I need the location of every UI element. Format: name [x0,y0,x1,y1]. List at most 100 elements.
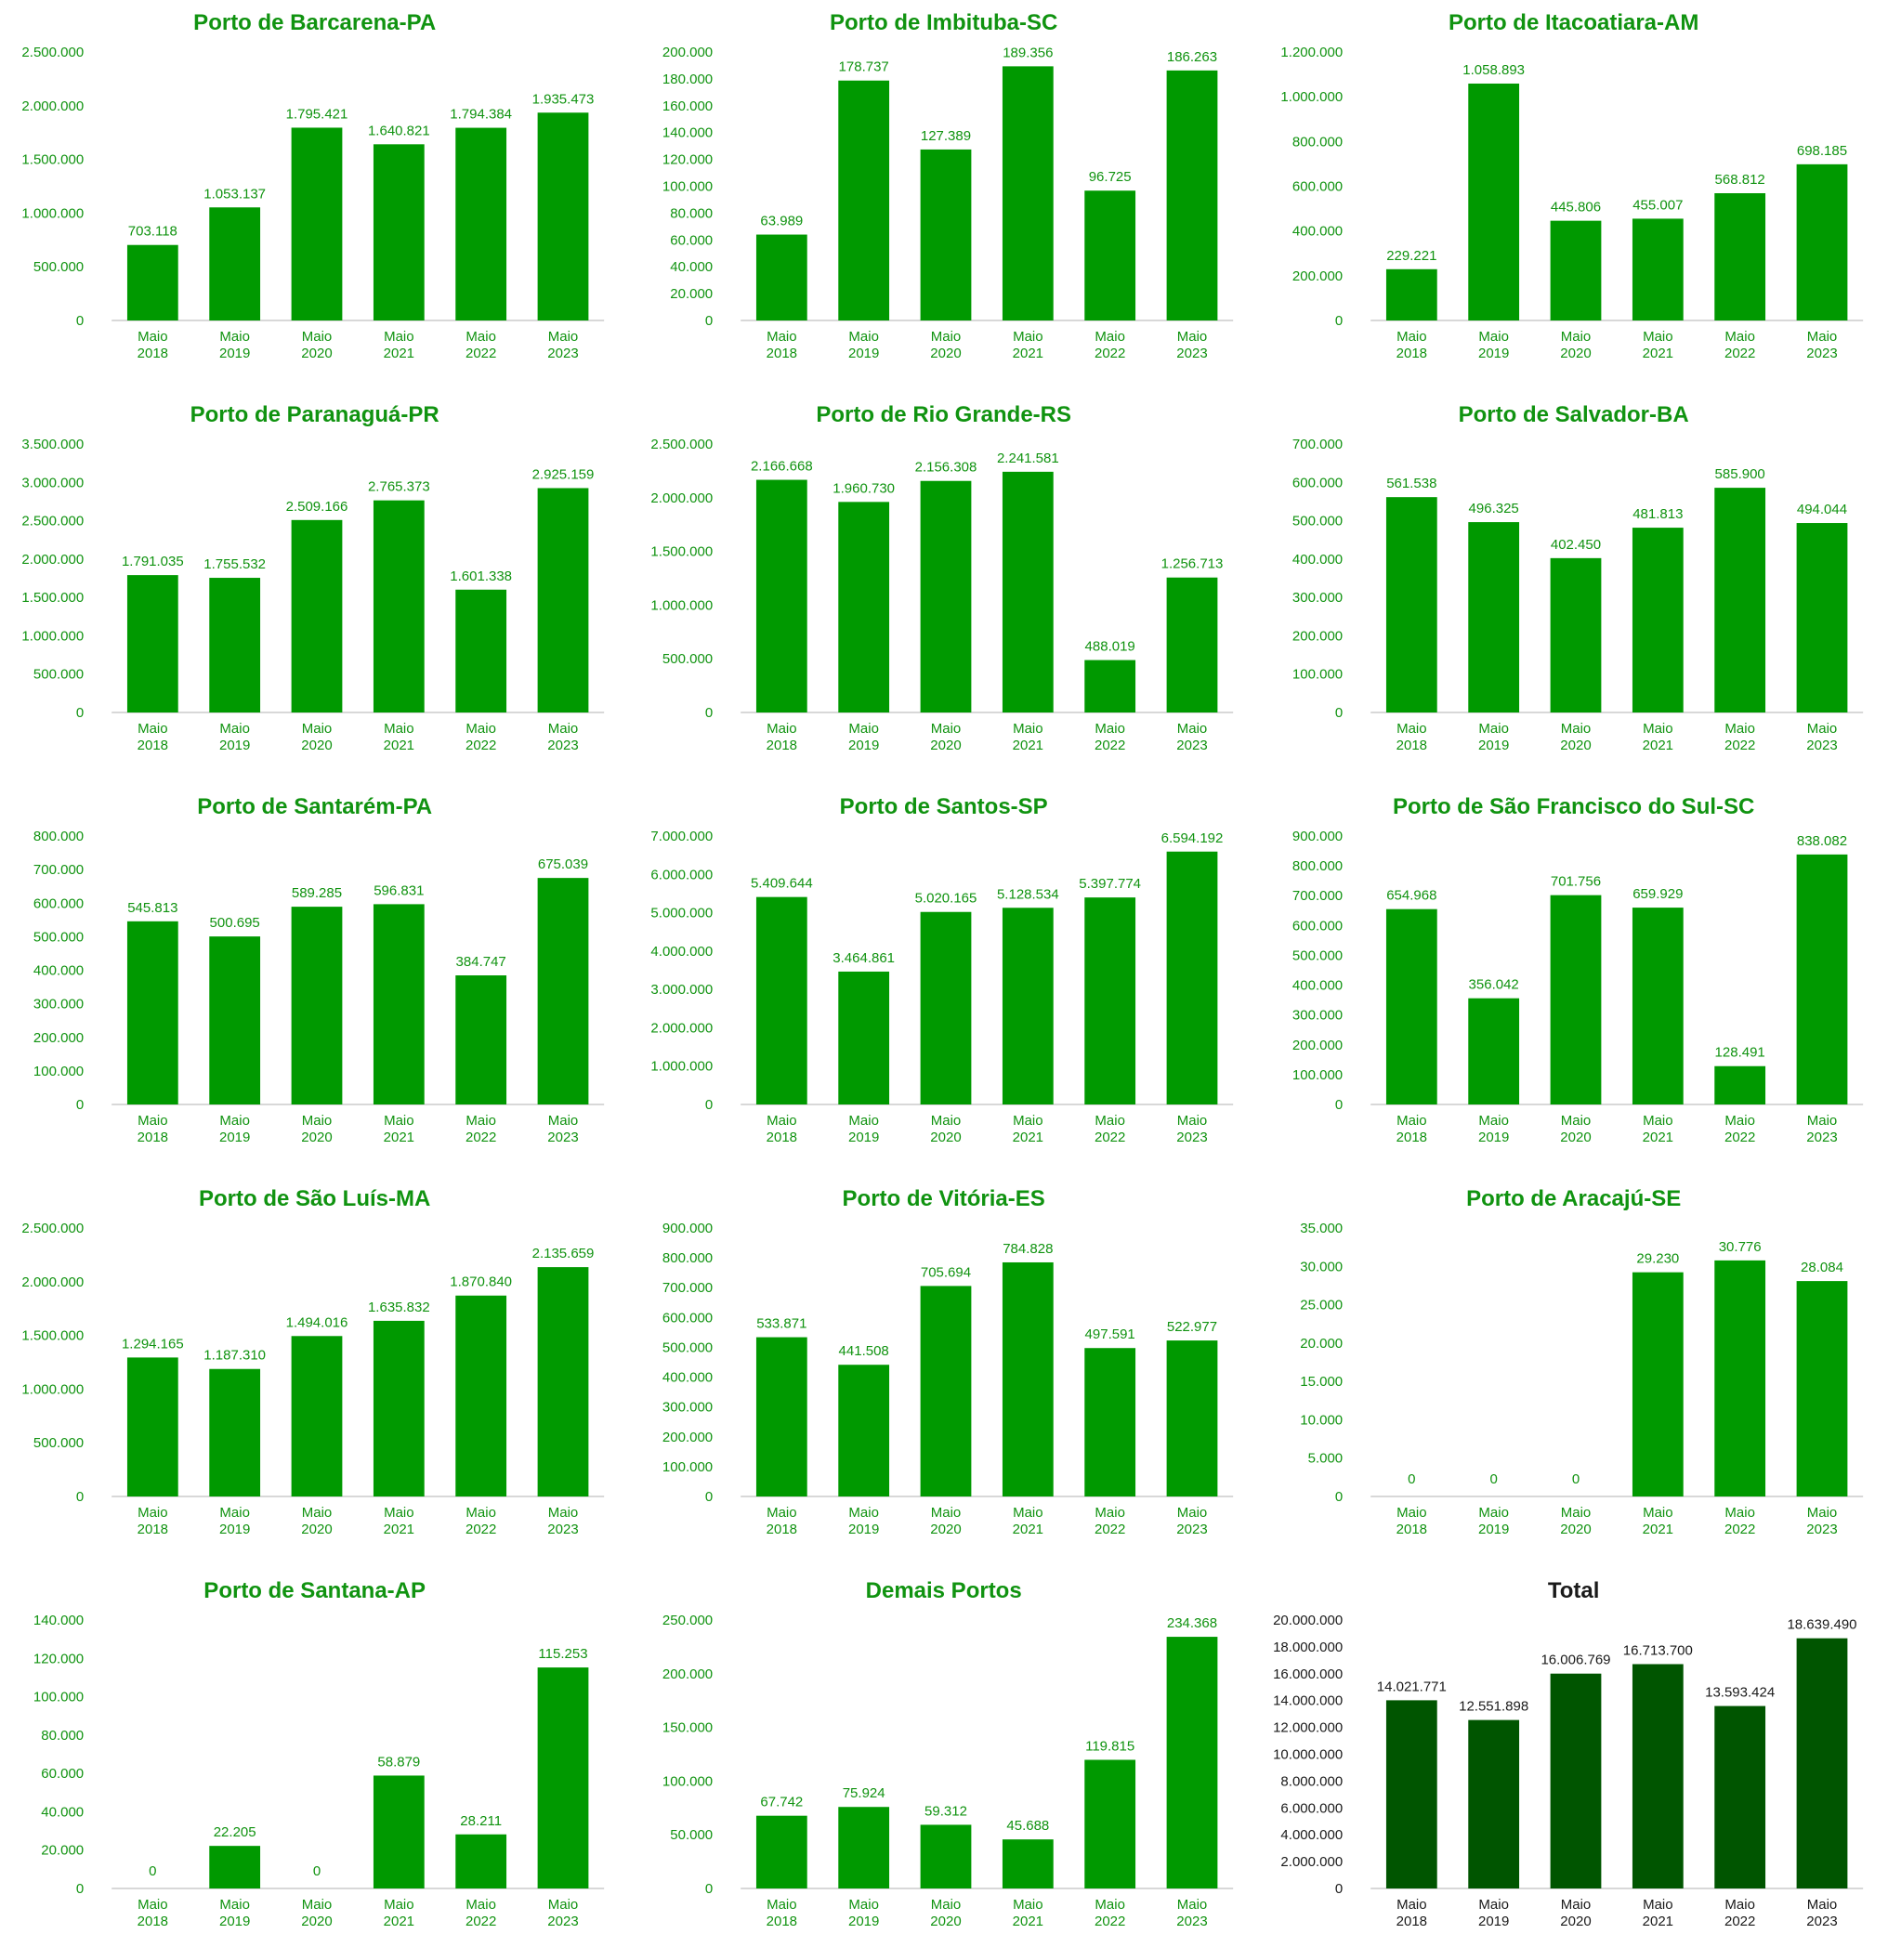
data-label: 838.082 [1797,833,1847,849]
data-label: 2.765.373 [368,479,430,495]
y-tick-label: 400.000 [1292,224,1343,240]
x-tick-label: Maio 2022 [1095,1897,1125,1929]
y-tick-label: 800.000 [662,1250,713,1266]
data-label: 1.960.730 [833,480,896,496]
x-tick-label: Maio 2020 [301,1897,332,1929]
y-tick-label: 4.000.000 [1280,1827,1343,1843]
bar [455,589,507,712]
y-tick-label: 0 [1334,1097,1342,1113]
bar [1084,190,1136,320]
x-tick-label: Maio 2022 [465,1505,496,1537]
y-tick-label: 900.000 [662,1221,713,1236]
y-tick-label: 40.000 [41,1804,84,1820]
data-label: 2.166.668 [751,459,813,475]
x-tick-label: Maio 2018 [138,329,168,361]
y-tick-label: 0 [76,705,84,721]
chart-panel-porto-de-santana-ap: Porto de Santana-AP 0 20.000 40.000 60.000 80… [0,1568,629,1960]
data-label: 1.058.893 [1462,62,1525,78]
data-label: 13.593.424 [1705,1685,1775,1701]
data-label: 189.356 [1003,45,1054,60]
y-tick-label: 2.000.000 [1280,1854,1343,1870]
data-label: 500.695 [210,915,260,931]
data-label: 5.020.165 [915,891,977,907]
y-tick-label: 1.500.000 [651,544,714,560]
data-label: 698.185 [1797,143,1847,159]
data-label: 29.230 [1636,1251,1679,1267]
x-tick-label: Maio 2018 [767,329,797,361]
y-tick-label: 140.000 [33,1613,84,1628]
y-tick-label: 18.000.000 [1273,1640,1343,1655]
y-tick-label: 6.000.000 [651,867,714,882]
y-tick-label: 1.000.000 [21,1381,84,1397]
bar [920,1824,972,1888]
bar [537,112,589,320]
data-label: 128.491 [1714,1045,1764,1061]
data-label: 545.813 [127,900,177,916]
data-label: 1.755.532 [203,556,266,572]
x-tick-label: Maio 2020 [1560,329,1591,361]
x-tick-label: Maio 2018 [1396,1897,1426,1929]
bar [920,1286,972,1496]
y-tick-label: 160.000 [662,98,713,114]
data-label: 96.725 [1089,169,1132,185]
x-tick-label: Maio 2018 [767,1897,797,1929]
x-tick-label: Maio 2022 [1724,1505,1755,1537]
bar [455,1295,507,1496]
chart-title: Porto de São Luís-MA [199,1186,430,1211]
bar [1003,1839,1055,1888]
x-tick-label: Maio 2018 [1396,1505,1426,1537]
chart-title: Demais Portos [866,1578,1022,1603]
y-tick-label: 400.000 [1292,978,1343,994]
y-tick-label: 35.000 [1300,1221,1343,1236]
x-tick-label: Maio 2020 [1560,1897,1591,1929]
bar [1467,1719,1519,1888]
y-tick-label: 250.000 [662,1613,713,1628]
x-tick-label: Maio 2021 [384,721,414,753]
y-tick-label: 1.000.000 [651,597,714,613]
chart-svg: Demais Portos 0 50.000 100.000 150.000 200.00… [662,1578,1234,1929]
data-label: 402.450 [1551,537,1601,553]
bar [1713,1065,1765,1104]
chart-title: Porto de Santana-AP [203,1578,426,1603]
bar [1713,193,1765,320]
x-tick-label: Maio 2021 [1642,1897,1672,1929]
y-tick-label: 100.000 [1292,1067,1343,1083]
bar [1632,908,1684,1104]
chart-panel-porto-de-imbituba-sc: Porto de Imbituba-SC 0 20.000 40.000 60.000 8… [629,0,1258,392]
chart-svg: Porto de Santos-SP 0 1.000.000 2.000.000 3.0… [651,794,1234,1145]
y-tick-label: 2.000.000 [21,552,84,568]
data-label: 119.815 [1085,1738,1134,1754]
y-tick-label: 600.000 [1292,918,1343,934]
y-tick-label: 1.500.000 [21,152,84,168]
y-tick-label: 1.200.000 [1280,45,1343,60]
bar [373,144,425,320]
chart-panel-porto-de-santos-sp: Porto de Santos-SP 0 1.000.000 2.000.000 3.0… [629,784,1258,1176]
data-label: 59.312 [924,1803,967,1819]
x-tick-label: Maio 2020 [931,1897,962,1929]
data-label: 5.397.774 [1080,876,1142,892]
data-label: 384.747 [456,954,506,970]
x-tick-label: Maio 2023 [1177,721,1208,753]
y-tick-label: 0 [1334,705,1342,721]
data-label: 589.285 [292,885,342,901]
y-tick-label: 0 [705,313,713,329]
x-tick-label: Maio 2019 [848,1897,879,1929]
chart-panel-total: Total 0 2.000.000 4.000.000 6.000.000 8.000.0… [1259,1568,1888,1960]
y-tick-label: 3.500.000 [21,437,84,452]
bar [920,480,972,712]
data-label: 705.694 [921,1264,971,1280]
data-label: 28.084 [1801,1260,1843,1275]
y-tick-label: 500.000 [33,259,84,275]
data-label: 1.791.035 [122,554,184,569]
data-label: 1.794.384 [450,107,512,123]
x-tick-label: Maio 2021 [1642,329,1672,361]
data-label: 659.929 [1632,886,1683,902]
x-tick-label: Maio 2023 [1806,329,1837,361]
chart-svg: Porto de Imbituba-SC 0 20.000 40.000 60.000 8… [662,10,1234,361]
x-tick-label: Maio 2021 [1013,1113,1043,1145]
y-tick-label: 0 [1334,313,1342,329]
chart-svg: Porto de Paranaguá-PR 0 500.000 1.000.000 1.… [21,402,605,753]
y-tick-label: 800.000 [1292,134,1343,150]
y-tick-label: 1.000.000 [21,628,84,644]
y-tick-label: 6.000.000 [1280,1800,1343,1816]
